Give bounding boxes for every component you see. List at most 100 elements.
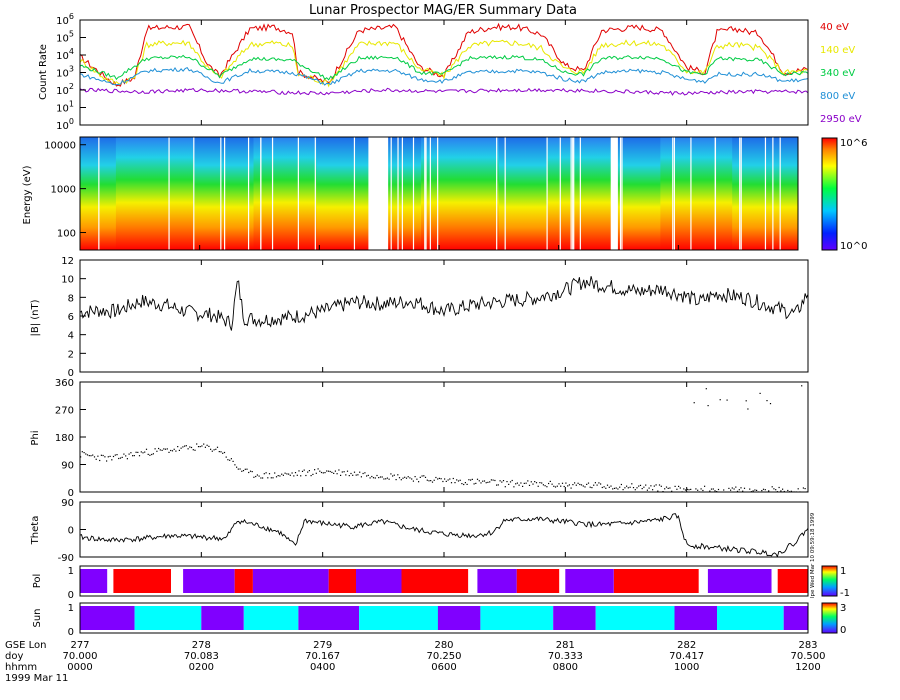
phi-point — [326, 470, 328, 472]
sun-segment — [243, 606, 299, 630]
phi-point — [236, 466, 238, 468]
field-tick: 6 — [68, 312, 74, 323]
footer-hhmm-tick: 0200 — [189, 662, 214, 673]
phi-point — [778, 486, 780, 489]
phi-point — [180, 447, 182, 449]
phi-point — [612, 488, 614, 490]
phi-point — [535, 482, 538, 484]
phi-point — [565, 482, 567, 484]
sun-segment — [298, 606, 360, 630]
sun-tick-0: 0 — [68, 627, 74, 638]
sheath-interval — [660, 137, 733, 250]
phi-point — [213, 449, 215, 451]
phi-point — [638, 485, 640, 487]
phi-point — [118, 457, 120, 460]
phi-point — [710, 488, 713, 490]
phi-point — [497, 484, 499, 486]
sun-segment — [359, 606, 438, 630]
phi-point — [473, 483, 475, 485]
polarity-segment — [80, 569, 108, 593]
phi-point — [548, 482, 550, 485]
theta-line — [80, 513, 808, 557]
phi-point — [149, 454, 151, 456]
phi-point — [641, 488, 643, 490]
theta-tick: 0 — [68, 526, 74, 537]
polarity-segment — [771, 569, 778, 593]
phi-point — [282, 474, 284, 476]
phi-point — [158, 447, 160, 450]
legend-entry: 2950 eV — [820, 114, 862, 125]
phi-point — [804, 488, 806, 490]
phi-point — [527, 480, 529, 482]
sun-segment — [134, 606, 202, 630]
phi-point — [780, 490, 782, 492]
sheath-interval — [421, 137, 499, 250]
phi-point — [284, 472, 286, 474]
phi-point — [225, 456, 227, 458]
pol-tick-0: 0 — [68, 590, 74, 601]
phi-point — [639, 484, 642, 486]
phi-point — [553, 485, 555, 487]
phi-point — [568, 484, 570, 486]
phi-point — [404, 476, 406, 478]
phi-point — [333, 472, 335, 474]
phi-point — [542, 484, 544, 486]
phi-panel: 0 90 180 270 360 Phi — [30, 378, 809, 499]
phi-point — [362, 472, 364, 475]
count-rate-tick: 103 — [56, 65, 74, 80]
phi-point — [246, 468, 248, 470]
phi-point — [516, 482, 518, 484]
phi-point — [771, 486, 773, 488]
footer-date: 1999 Mar 11 — [5, 673, 68, 684]
phi-point — [544, 485, 546, 487]
phi-point — [645, 484, 647, 486]
phi-point — [310, 475, 312, 477]
polarity-segment — [356, 569, 402, 593]
phi-point — [300, 475, 302, 477]
phi-point — [570, 487, 572, 489]
phi-point — [177, 446, 179, 448]
phi-point — [582, 485, 584, 487]
phi-point — [378, 477, 380, 479]
phi-point — [275, 476, 278, 478]
sun-axis-label: Sun — [32, 608, 43, 627]
phi-point — [723, 489, 725, 491]
phi-point — [627, 487, 629, 489]
phi-point — [92, 454, 94, 456]
phi-point — [405, 477, 408, 479]
phi-point — [301, 470, 304, 472]
phi-point — [714, 490, 716, 492]
phi-point — [790, 490, 792, 492]
phi-point — [359, 471, 361, 473]
phi-point — [294, 472, 297, 474]
count-rate-tick: 104 — [56, 47, 74, 62]
phi-point — [272, 477, 274, 479]
phi-point — [530, 481, 532, 483]
phi-point — [743, 487, 746, 489]
polarity-segment — [477, 569, 517, 593]
phi-point — [705, 388, 707, 390]
phi-point — [173, 448, 175, 450]
phi-point — [100, 454, 102, 456]
theta-tick: 90 — [61, 498, 74, 509]
phi-point — [726, 399, 728, 401]
phi-point — [123, 453, 125, 455]
sheath-interval — [253, 137, 317, 250]
phi-point — [709, 490, 711, 492]
phi-point — [211, 450, 213, 452]
phi-point — [480, 482, 482, 484]
phi-point — [255, 475, 257, 478]
count-colorbar — [821, 137, 838, 251]
phi-point — [693, 402, 695, 404]
phi-point — [586, 483, 588, 485]
phi-point — [190, 446, 193, 449]
phi-point — [376, 474, 378, 477]
phi-point — [147, 453, 149, 455]
phi-point — [338, 469, 340, 471]
phi-point — [343, 471, 345, 473]
phi-point — [196, 443, 198, 445]
phi-point — [239, 468, 241, 470]
phi-point — [580, 484, 583, 486]
phi-point — [367, 474, 369, 476]
phi-point — [613, 487, 616, 489]
